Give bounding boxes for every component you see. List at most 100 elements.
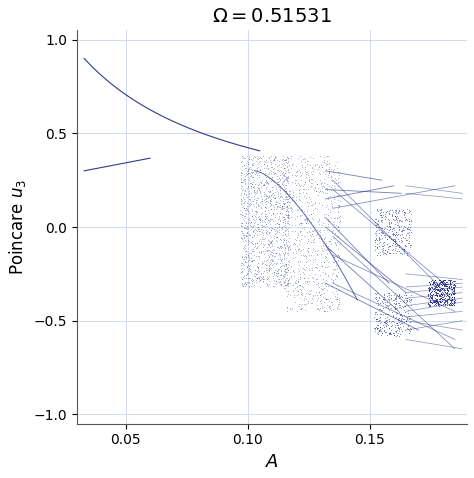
Point [262, 196, 270, 203]
Point [304, 219, 311, 227]
Point [323, 307, 330, 315]
Point [389, 224, 397, 232]
Point [330, 182, 338, 190]
Point [238, 157, 246, 164]
Point [277, 244, 284, 251]
Point [240, 154, 247, 162]
Point [381, 238, 388, 246]
Point [378, 306, 386, 314]
Point [248, 160, 255, 168]
Point [375, 236, 383, 244]
Point [259, 182, 266, 189]
Point [272, 169, 279, 176]
Point [380, 247, 387, 254]
Point [298, 291, 305, 298]
Point [383, 207, 391, 215]
Point [328, 165, 335, 173]
Point [440, 282, 448, 290]
Point [305, 173, 313, 181]
Point [306, 288, 314, 295]
Point [399, 224, 407, 232]
Point [286, 304, 294, 312]
Point [378, 229, 385, 237]
Point [378, 228, 386, 236]
Point [303, 277, 310, 284]
Point [433, 290, 440, 298]
Point [318, 245, 326, 252]
Point [392, 301, 400, 308]
Point [262, 197, 269, 205]
Point [257, 204, 264, 211]
Point [273, 277, 280, 284]
Point [334, 174, 342, 182]
Point [238, 264, 246, 272]
Point [292, 162, 300, 170]
Point [242, 205, 250, 212]
Point [280, 272, 288, 280]
Point [271, 154, 279, 162]
Point [297, 247, 304, 255]
Point [310, 245, 317, 252]
Point [257, 270, 265, 277]
Point [284, 280, 292, 287]
Point [313, 296, 321, 304]
Point [316, 216, 323, 224]
Point [396, 320, 403, 328]
Point [254, 155, 261, 163]
Point [300, 265, 307, 273]
Point [295, 261, 303, 269]
Point [328, 282, 336, 290]
Point [403, 249, 411, 256]
Point [237, 185, 245, 192]
Point [393, 309, 401, 316]
Point [381, 318, 389, 326]
Point [381, 231, 388, 239]
Point [300, 274, 308, 282]
Point [247, 239, 255, 246]
Point [330, 193, 338, 201]
Point [257, 250, 265, 257]
Point [268, 183, 276, 191]
Point [245, 275, 252, 282]
Point [265, 262, 273, 270]
Point [388, 227, 396, 235]
Point [448, 293, 456, 301]
Point [385, 329, 393, 337]
Point [327, 192, 334, 200]
Point [384, 243, 392, 250]
Point [379, 245, 386, 253]
Point [373, 324, 380, 331]
Point [314, 218, 322, 226]
Point [282, 188, 290, 196]
Point [319, 178, 326, 185]
Point [398, 246, 406, 253]
Point [438, 297, 446, 304]
Point [437, 301, 445, 309]
Point [240, 273, 247, 281]
Point [264, 240, 272, 248]
Point [391, 300, 399, 308]
Point [325, 271, 332, 279]
Point [438, 290, 446, 298]
Point [243, 228, 250, 236]
Point [263, 274, 271, 282]
Point [274, 243, 282, 250]
Point [268, 248, 276, 255]
Point [322, 161, 329, 168]
Point [240, 231, 247, 239]
Point [263, 275, 270, 283]
Point [280, 215, 288, 223]
Point [381, 318, 388, 326]
Point [244, 166, 252, 174]
Point [281, 241, 288, 249]
Point [240, 196, 248, 203]
Point [317, 258, 325, 266]
Point [310, 216, 317, 223]
Point [240, 205, 248, 212]
Point [324, 301, 331, 309]
Point [241, 225, 248, 232]
Point [246, 164, 253, 172]
Point [281, 268, 289, 276]
Point [385, 232, 393, 240]
Point [432, 299, 440, 307]
